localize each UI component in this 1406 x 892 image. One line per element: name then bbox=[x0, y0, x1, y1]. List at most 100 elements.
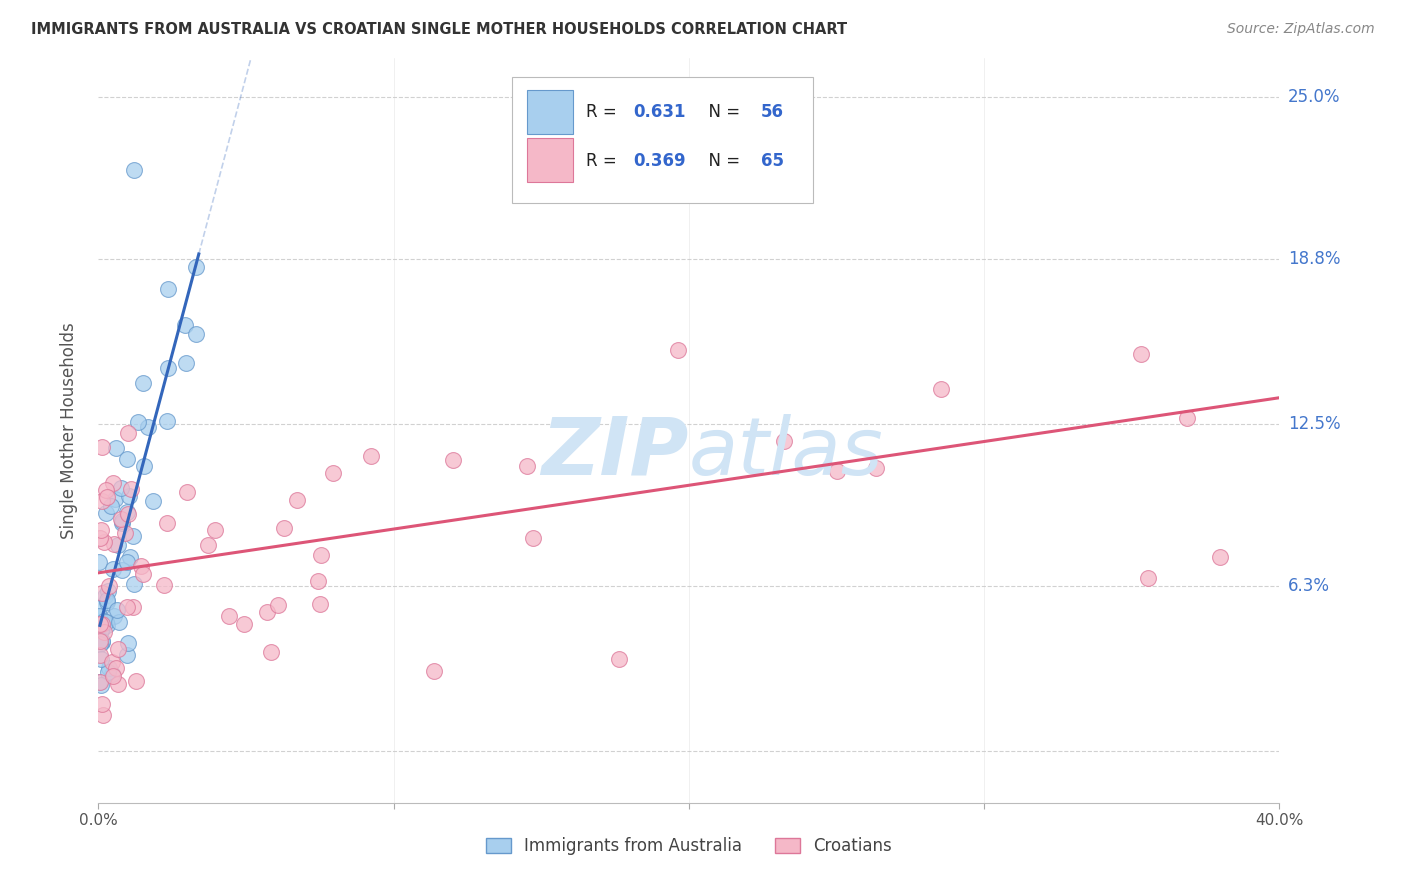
Point bbox=[176, 485, 198, 500]
Point bbox=[90, 440, 112, 454]
Text: 0.631: 0.631 bbox=[634, 103, 686, 121]
Point bbox=[666, 343, 689, 357]
Point bbox=[101, 562, 124, 576]
Point bbox=[129, 559, 152, 574]
Point bbox=[90, 586, 112, 600]
Text: atlas: atlas bbox=[689, 414, 884, 491]
Point bbox=[97, 665, 120, 679]
Point bbox=[89, 648, 111, 662]
Point bbox=[96, 483, 118, 498]
Text: IMMIGRANTS FROM AUSTRALIA VS CROATIAN SINGLE MOTHER HOUSEHOLDS CORRELATION CHART: IMMIGRANTS FROM AUSTRALIA VS CROATIAN SI… bbox=[31, 22, 846, 37]
Point bbox=[89, 633, 111, 648]
Point bbox=[1175, 410, 1198, 425]
Point bbox=[197, 538, 219, 552]
Point bbox=[124, 673, 146, 688]
Point bbox=[115, 452, 138, 467]
Point bbox=[360, 449, 382, 463]
Point bbox=[101, 475, 124, 490]
Point bbox=[156, 360, 179, 375]
Point bbox=[134, 459, 156, 474]
Point bbox=[422, 664, 444, 678]
Point bbox=[153, 578, 176, 592]
Point bbox=[311, 548, 333, 562]
Point bbox=[97, 579, 120, 593]
Point bbox=[90, 633, 112, 648]
Point bbox=[138, 419, 160, 434]
Point bbox=[122, 163, 145, 178]
Point bbox=[90, 617, 112, 632]
Text: 25.0%: 25.0% bbox=[1288, 88, 1340, 106]
Text: R =: R = bbox=[586, 103, 623, 121]
Point bbox=[89, 608, 111, 623]
Point bbox=[94, 590, 117, 604]
Point bbox=[110, 481, 132, 495]
Point bbox=[93, 625, 115, 640]
Point bbox=[91, 634, 114, 648]
Point bbox=[101, 666, 124, 681]
Point bbox=[93, 614, 115, 628]
Point bbox=[104, 492, 127, 507]
Point bbox=[98, 661, 121, 675]
Point bbox=[111, 514, 134, 528]
Point bbox=[89, 531, 111, 545]
Point bbox=[114, 526, 136, 541]
Point bbox=[256, 605, 278, 619]
Point bbox=[1130, 347, 1153, 361]
Point bbox=[90, 493, 112, 508]
Point bbox=[522, 531, 544, 545]
Point bbox=[132, 376, 155, 391]
Point bbox=[108, 615, 131, 630]
Point bbox=[516, 459, 538, 474]
Text: 0.369: 0.369 bbox=[634, 152, 686, 169]
Point bbox=[156, 281, 179, 295]
Point bbox=[773, 434, 796, 449]
Point bbox=[232, 616, 254, 631]
Point bbox=[142, 494, 165, 508]
Point bbox=[184, 260, 207, 274]
Point bbox=[96, 592, 118, 607]
Point bbox=[89, 601, 111, 615]
Point bbox=[90, 652, 112, 666]
Point bbox=[91, 697, 114, 711]
FancyBboxPatch shape bbox=[512, 77, 813, 203]
Point bbox=[107, 677, 129, 691]
Point bbox=[111, 563, 134, 577]
Point bbox=[104, 660, 127, 674]
Point bbox=[107, 641, 129, 656]
Text: Source: ZipAtlas.com: Source: ZipAtlas.com bbox=[1227, 22, 1375, 37]
Point bbox=[89, 555, 111, 569]
Point bbox=[89, 616, 111, 631]
Text: 18.8%: 18.8% bbox=[1288, 251, 1340, 268]
Point bbox=[90, 623, 112, 637]
Text: N =: N = bbox=[699, 103, 745, 121]
Point bbox=[111, 516, 134, 530]
Point bbox=[117, 507, 139, 521]
Point bbox=[103, 609, 125, 624]
Point bbox=[121, 482, 143, 496]
Point bbox=[825, 464, 848, 478]
Point bbox=[156, 516, 179, 531]
Point bbox=[105, 603, 128, 617]
Point bbox=[107, 537, 129, 551]
Point bbox=[156, 414, 179, 428]
Point bbox=[174, 318, 197, 333]
Point bbox=[115, 648, 138, 662]
Text: 56: 56 bbox=[761, 103, 785, 121]
Text: 65: 65 bbox=[761, 152, 785, 169]
Point bbox=[96, 491, 118, 505]
Point bbox=[105, 442, 128, 456]
Point bbox=[94, 615, 117, 629]
Point bbox=[260, 645, 283, 659]
Text: ZIP: ZIP bbox=[541, 414, 689, 491]
Text: 6.3%: 6.3% bbox=[1288, 577, 1330, 595]
Point bbox=[122, 576, 145, 591]
Point bbox=[115, 505, 138, 519]
Text: R =: R = bbox=[586, 152, 623, 169]
Point bbox=[285, 492, 308, 507]
Point bbox=[122, 528, 145, 542]
Point bbox=[91, 708, 114, 723]
Point bbox=[929, 382, 952, 396]
Point bbox=[115, 599, 138, 614]
Point bbox=[322, 467, 344, 481]
Point bbox=[127, 415, 149, 429]
